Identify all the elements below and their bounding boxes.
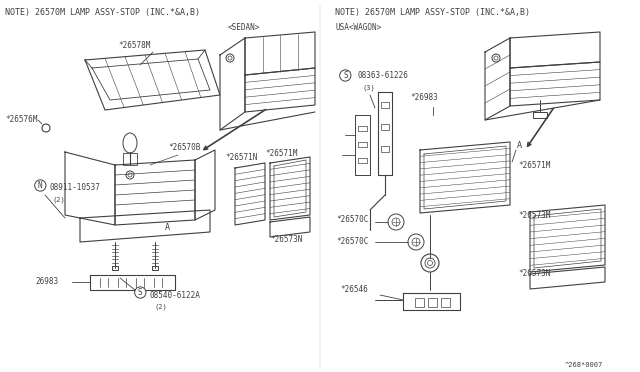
Bar xyxy=(533,112,547,118)
Text: *26571N: *26571N xyxy=(225,154,257,163)
Bar xyxy=(358,158,367,163)
Circle shape xyxy=(42,124,50,132)
Text: 26983: 26983 xyxy=(35,278,58,286)
Text: *26570B: *26570B xyxy=(168,144,200,153)
Bar xyxy=(123,153,137,165)
Circle shape xyxy=(494,56,498,60)
Text: *26573N: *26573N xyxy=(270,235,302,244)
Text: *26546: *26546 xyxy=(340,285,368,295)
Text: *26983: *26983 xyxy=(410,93,438,103)
Text: *26576M: *26576M xyxy=(5,115,37,125)
Text: <SEDAN>: <SEDAN> xyxy=(228,23,260,32)
Bar xyxy=(441,298,450,307)
Bar xyxy=(112,266,118,270)
Text: (3): (3) xyxy=(362,85,375,91)
Bar xyxy=(358,142,367,147)
Text: NOTE) 26570M LAMP ASSY-STOP (INC.*&A,B): NOTE) 26570M LAMP ASSY-STOP (INC.*&A,B) xyxy=(5,7,200,16)
Bar xyxy=(381,124,389,130)
Text: *26570C: *26570C xyxy=(336,215,369,224)
Text: (2): (2) xyxy=(155,304,168,310)
Text: *26571M: *26571M xyxy=(518,160,550,170)
Text: ^268*0007: ^268*0007 xyxy=(565,362,604,368)
Text: S: S xyxy=(343,71,348,80)
Text: *26571M: *26571M xyxy=(265,148,298,157)
Text: *26578M: *26578M xyxy=(118,41,150,49)
Text: NOTE) 26570M LAMP ASSY-STOP (INC.*&A,B): NOTE) 26570M LAMP ASSY-STOP (INC.*&A,B) xyxy=(335,7,530,16)
Circle shape xyxy=(412,238,420,246)
Circle shape xyxy=(408,234,424,250)
Circle shape xyxy=(226,54,234,62)
Bar xyxy=(415,298,424,307)
Text: 08911-10537: 08911-10537 xyxy=(50,183,101,192)
Circle shape xyxy=(492,54,500,62)
Text: A: A xyxy=(517,141,522,150)
Text: S: S xyxy=(138,288,143,297)
Bar xyxy=(428,298,437,307)
Bar xyxy=(152,266,158,270)
Text: 08540-6122A: 08540-6122A xyxy=(150,291,201,299)
Bar xyxy=(381,102,389,108)
Circle shape xyxy=(228,56,232,60)
Circle shape xyxy=(388,214,404,230)
Text: USA<WAGON>: USA<WAGON> xyxy=(335,23,381,32)
Text: *26570C: *26570C xyxy=(336,237,369,247)
Text: 08363-61226: 08363-61226 xyxy=(358,71,409,80)
Bar xyxy=(381,146,389,152)
Text: (2): (2) xyxy=(53,197,66,203)
Circle shape xyxy=(392,218,400,226)
Text: N: N xyxy=(38,181,43,190)
Text: A: A xyxy=(165,224,170,232)
Text: *26573N: *26573N xyxy=(518,269,550,279)
Text: *26573M: *26573M xyxy=(518,211,550,219)
Bar xyxy=(358,126,367,131)
